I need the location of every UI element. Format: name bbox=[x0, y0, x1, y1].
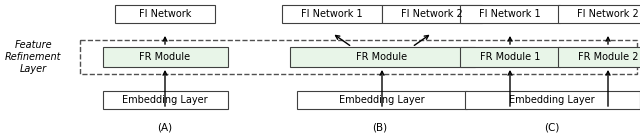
Bar bbox=[460, 5, 560, 23]
Text: Embedding Layer: Embedding Layer bbox=[509, 95, 595, 105]
Text: Feature
Refinement
Layer: Feature Refinement Layer bbox=[5, 40, 61, 74]
Bar bbox=[382, 5, 482, 23]
Text: FI Network 2: FI Network 2 bbox=[401, 9, 463, 19]
Text: (A): (A) bbox=[157, 123, 173, 133]
Text: Embedding Layer: Embedding Layer bbox=[122, 95, 208, 105]
Text: (B): (B) bbox=[372, 123, 388, 133]
Bar bbox=[460, 47, 560, 67]
Bar bbox=[102, 91, 227, 109]
Text: Embedding Layer: Embedding Layer bbox=[339, 95, 425, 105]
Bar bbox=[282, 5, 382, 23]
Bar bbox=[102, 47, 227, 67]
Text: FR Module: FR Module bbox=[356, 52, 408, 62]
Bar bbox=[558, 5, 640, 23]
Text: FR Module: FR Module bbox=[140, 52, 191, 62]
Bar bbox=[115, 5, 215, 23]
Bar bbox=[558, 47, 640, 67]
Text: (C): (C) bbox=[544, 123, 560, 133]
Text: FI Network 2: FI Network 2 bbox=[577, 9, 639, 19]
Text: FR Module 1: FR Module 1 bbox=[480, 52, 540, 62]
Text: FI Network: FI Network bbox=[139, 9, 191, 19]
Bar bbox=[289, 47, 474, 67]
Bar bbox=[465, 91, 639, 109]
Text: FI Network 1: FI Network 1 bbox=[479, 9, 541, 19]
Text: FR Module 2: FR Module 2 bbox=[578, 52, 638, 62]
Bar bbox=[80, 40, 637, 74]
Bar bbox=[297, 91, 467, 109]
Text: FI Network 1: FI Network 1 bbox=[301, 9, 363, 19]
